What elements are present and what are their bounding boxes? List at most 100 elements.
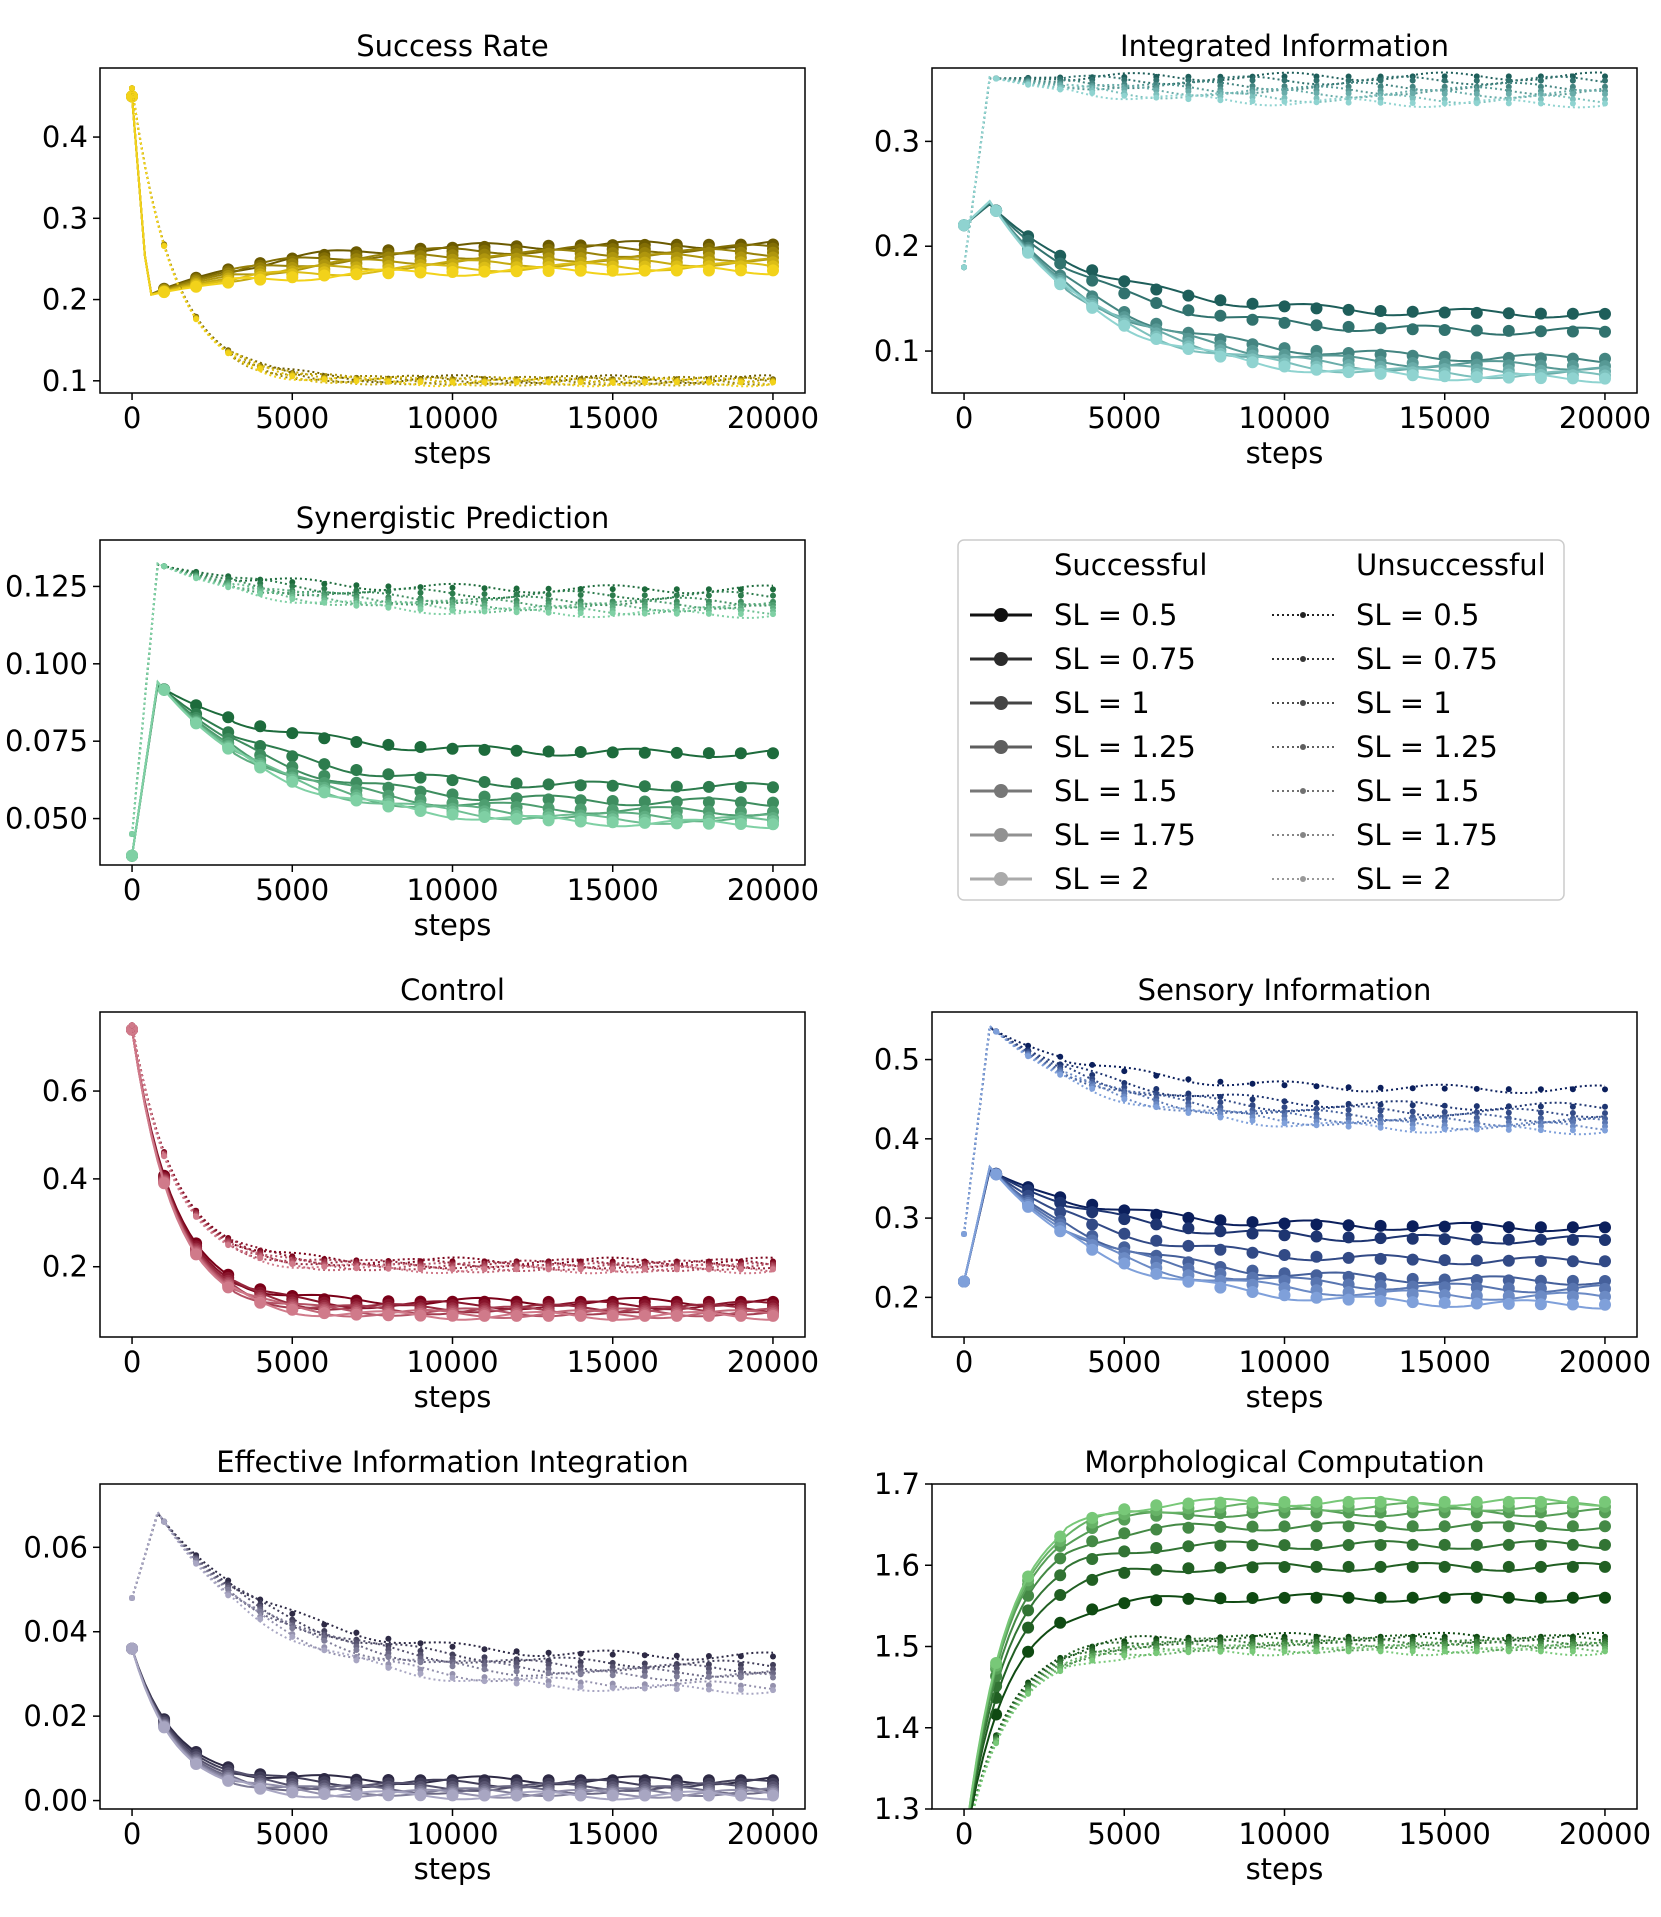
data-point [1502,1297,1515,1310]
data-point [1438,1538,1451,1551]
data-point [1537,100,1544,107]
y-tick-label: 0.2 [42,1250,88,1284]
data-point [1438,370,1451,383]
y-tick-label: 0.3 [42,201,88,235]
data-point [1505,1086,1512,1093]
data-point [961,264,967,271]
data-point [1086,1218,1099,1231]
data-point [414,741,427,753]
data-point [1602,1110,1608,1117]
x-tick-label: 10000 [406,1817,498,1851]
data-point [161,1518,168,1525]
data-point [1438,1296,1451,1309]
data-point [1473,1648,1480,1655]
data-point [1374,1219,1387,1232]
data-point [1185,1110,1192,1116]
chart-title: Morphological Computation [1084,1445,1484,1479]
data-point [1505,1109,1512,1116]
data-point [545,609,552,616]
data-point [478,1789,491,1802]
data-point [1345,77,1352,84]
y-tick-label: 1.5 [874,1630,920,1664]
data-point [446,1309,459,1322]
data-point [702,264,715,277]
data-point [1409,1102,1416,1109]
data-point [417,1266,424,1273]
data-point [1534,1538,1547,1551]
data-point [1566,1538,1579,1551]
data-point [1086,1511,1099,1524]
data-point [1409,1108,1416,1115]
data-point [446,774,459,787]
data-point [350,736,363,748]
legend-unsuccessful-label: SL = 2 [1356,862,1452,896]
data-point [193,1213,200,1220]
data-point [126,1023,138,1036]
data-point [129,85,135,92]
data-point [1406,1538,1419,1551]
data-point [574,1789,587,1802]
data-point [446,1789,459,1802]
data-point [1537,1103,1544,1110]
data-point [446,808,459,821]
data-point [993,1028,1000,1035]
data-point [161,1153,168,1160]
data-point [737,1682,744,1689]
data-point [1153,1086,1160,1092]
data-point [289,1633,296,1640]
x-tick-label: 0 [955,1345,973,1379]
data-point [1022,1200,1035,1213]
data-point [1217,97,1224,104]
data-point [513,591,520,598]
data-point [1505,1126,1512,1133]
data-point [990,1657,1003,1669]
data-point [1342,1520,1355,1533]
data-point [1406,1560,1419,1573]
data-point [737,1661,744,1668]
data-point [1406,1253,1419,1266]
data-point [1342,1591,1355,1604]
data-point [993,75,1000,82]
series-line [131,1510,774,1682]
data-point [1217,1099,1224,1106]
data-point [638,1309,651,1322]
data-point [1054,1569,1067,1582]
data-point [510,792,523,805]
data-point [1502,1254,1515,1267]
x-axis-label: steps [414,1852,492,1886]
series-line [969,1561,1606,1809]
data-point [1182,304,1195,317]
data-point [289,373,296,380]
data-point [257,1616,264,1623]
data-point [1599,1255,1611,1268]
data-point [1505,73,1512,80]
data-point [417,379,424,386]
x-tick-label: 15000 [1399,1345,1491,1379]
data-point [1374,367,1387,380]
x-axis-label: steps [414,908,492,942]
data-point [737,1653,744,1660]
data-point [1214,1496,1227,1509]
data-point [481,608,488,615]
data-point [1409,100,1416,106]
data-point [1438,1233,1451,1246]
data-point [1502,1495,1515,1508]
data-point [1377,99,1384,106]
legend-successful-marker [994,652,1008,666]
data-point [574,779,587,792]
data-point [606,779,619,792]
data-point [670,795,683,808]
data-point [222,1281,235,1294]
data-point [990,1168,1003,1181]
y-tick-label: 0.5 [874,1043,920,1077]
data-point [673,379,680,386]
data-point [190,699,203,712]
data-point [321,376,328,383]
data-point [1118,1204,1131,1217]
data-point [1118,275,1131,288]
data-point [673,1669,680,1676]
data-point [1089,1085,1096,1092]
data-point [670,264,683,277]
data-point [481,1266,488,1273]
data-point [770,1661,776,1668]
